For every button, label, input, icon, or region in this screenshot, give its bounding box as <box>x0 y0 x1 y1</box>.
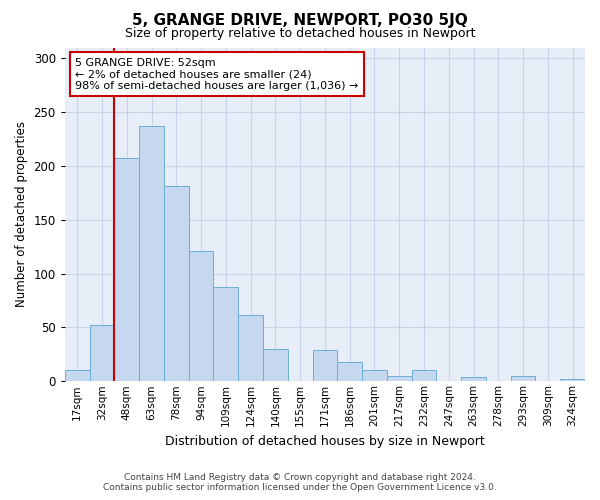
Bar <box>89 326 115 382</box>
Bar <box>362 370 387 382</box>
Bar <box>139 126 164 382</box>
Bar <box>263 349 288 382</box>
Bar <box>560 379 585 382</box>
Bar <box>337 362 362 382</box>
X-axis label: Distribution of detached houses by size in Newport: Distribution of detached houses by size … <box>165 434 485 448</box>
Bar <box>164 186 188 382</box>
Y-axis label: Number of detached properties: Number of detached properties <box>15 122 28 308</box>
Bar <box>214 286 238 382</box>
Text: 5, GRANGE DRIVE, NEWPORT, PO30 5JQ: 5, GRANGE DRIVE, NEWPORT, PO30 5JQ <box>132 12 468 28</box>
Bar <box>188 251 214 382</box>
Bar <box>387 376 412 382</box>
Bar <box>65 370 89 382</box>
Text: Size of property relative to detached houses in Newport: Size of property relative to detached ho… <box>125 28 475 40</box>
Bar <box>461 377 486 382</box>
Text: Contains HM Land Registry data © Crown copyright and database right 2024.
Contai: Contains HM Land Registry data © Crown c… <box>103 473 497 492</box>
Bar <box>511 376 535 382</box>
Bar <box>412 370 436 382</box>
Bar <box>115 158 139 382</box>
Text: 5 GRANGE DRIVE: 52sqm
← 2% of detached houses are smaller (24)
98% of semi-detac: 5 GRANGE DRIVE: 52sqm ← 2% of detached h… <box>75 58 359 90</box>
Bar <box>313 350 337 382</box>
Bar <box>238 314 263 382</box>
